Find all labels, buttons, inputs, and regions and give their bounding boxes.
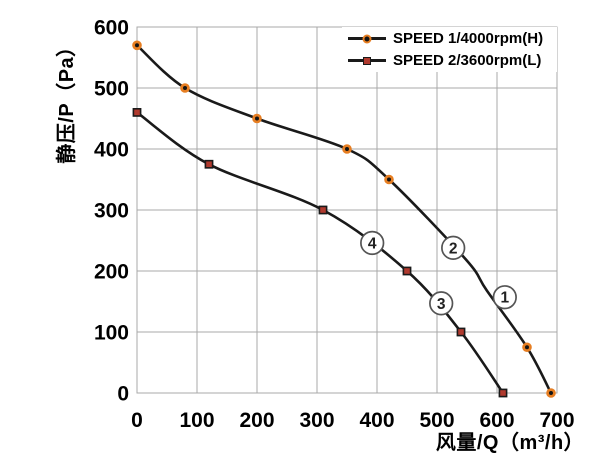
annotation-circled-4: 4 — [360, 230, 385, 256]
x-tick-label: 200 — [239, 409, 274, 432]
legend-line-sample — [348, 56, 386, 65]
annotation-circle — [441, 235, 466, 260]
data-point — [318, 205, 328, 215]
data-point — [402, 266, 412, 276]
x-tick-label: 300 — [299, 409, 334, 432]
x-tick-label: 0 — [131, 409, 143, 432]
data-point — [342, 144, 352, 154]
data-point — [132, 40, 142, 51]
gridlines — [136, 26, 558, 394]
data-point — [522, 342, 532, 353]
y-tick-label: 100 — [94, 322, 129, 345]
y-tick-label: 600 — [94, 17, 129, 40]
tick-labels: 0 100 200 300 400 500 600 0 100 200 300 400 500 600 70… — [94, 17, 575, 433]
data-point — [132, 108, 142, 117]
legend: SPEED 1/4000rpm(H) SPEED 2/3600rpm(L) — [342, 27, 557, 72]
legend-item-speed2: SPEED 2/3600rpm(L) — [348, 50, 557, 71]
annotation-number: 1 — [500, 290, 509, 307]
data-point — [546, 388, 556, 398]
series-1-curve — [135, 44, 553, 395]
x-tick-label: 100 — [179, 409, 214, 432]
y-tick-label: 300 — [94, 200, 129, 223]
data-point — [384, 174, 394, 185]
x-tick-label: 600 — [479, 409, 514, 432]
data-point — [456, 327, 466, 337]
y-tick-label: 500 — [94, 78, 129, 101]
annotation-circled-2: 2 — [441, 235, 466, 260]
annotation-number: 3 — [437, 296, 446, 313]
series-1-markers — [132, 40, 556, 398]
annotation-number: 2 — [449, 240, 458, 257]
legend-label-speed1: SPEED 1/4000rpm(H) — [393, 30, 544, 47]
x-tick-label: 400 — [359, 409, 394, 432]
square-marker-icon — [363, 56, 371, 65]
annotation-circled-3: 3 — [429, 291, 454, 316]
data-point — [498, 388, 508, 398]
circle-marker-icon — [362, 34, 372, 43]
data-point — [180, 83, 190, 93]
y-axis-title: 静压/P（Pa） — [56, 36, 78, 164]
legend-label-speed2: SPEED 2/3600rpm(L) — [393, 52, 542, 69]
annotation-circled-1: 1 — [492, 285, 517, 310]
annotation-circle — [492, 285, 517, 310]
x-axis-title: 风量/Q（m³/h） — [435, 432, 585, 454]
data-point — [252, 113, 262, 124]
y-tick-label: 400 — [94, 139, 129, 162]
legend-line-sample — [348, 34, 386, 43]
series-2-markers — [132, 108, 508, 398]
y-tick-label: 0 — [117, 383, 129, 406]
data-point — [204, 159, 214, 169]
legend-item-speed1: SPEED 1/4000rpm(H) — [348, 28, 557, 49]
y-tick-label: 200 — [94, 261, 129, 284]
zone-annotations: 4 2 3 1 — [360, 230, 517, 316]
x-tick-label: 700 — [539, 409, 574, 432]
x-tick-label: 500 — [419, 409, 454, 432]
annotation-number: 4 — [368, 235, 377, 252]
annotation-circle — [429, 291, 454, 316]
annotation-circle — [360, 230, 385, 256]
